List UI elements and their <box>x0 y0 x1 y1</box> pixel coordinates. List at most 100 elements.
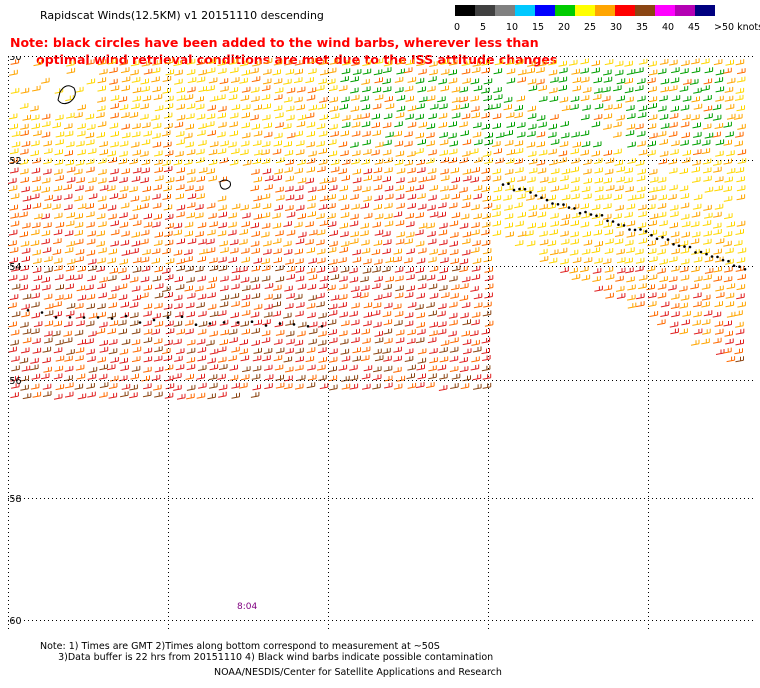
wind-barb <box>274 87 284 94</box>
wind-barb <box>108 383 118 389</box>
wind-barb <box>219 240 228 247</box>
wind-barb <box>448 69 457 76</box>
wind-barb <box>627 284 636 291</box>
wind-barb <box>329 240 338 247</box>
wind-barb <box>140 292 149 299</box>
wind-barb <box>471 167 480 173</box>
wind-barb <box>107 58 117 65</box>
wind-barb <box>183 132 193 139</box>
wind-barb <box>163 141 172 148</box>
wind-barb <box>603 113 613 120</box>
wind-barb <box>329 230 338 237</box>
wind-barb <box>459 86 468 93</box>
wind-barb <box>241 69 250 76</box>
wind-barb <box>647 301 657 307</box>
wind-barb <box>44 310 54 317</box>
wind-barb <box>361 247 371 254</box>
wind-barb <box>428 149 437 156</box>
wind-barb <box>263 58 273 65</box>
quality-flag-dot <box>292 323 296 326</box>
wind-barb <box>66 176 76 183</box>
quality-flag-dot <box>152 318 156 322</box>
wind-barb <box>275 276 285 283</box>
wind-barb <box>173 249 183 256</box>
wind-barb <box>282 123 292 130</box>
wind-barb <box>514 202 523 209</box>
wind-barb <box>482 213 491 220</box>
wind-barb <box>526 240 536 247</box>
wind-barb <box>326 78 336 85</box>
wind-barb <box>30 357 39 364</box>
wind-barb <box>737 274 746 281</box>
wind-barb <box>679 185 689 192</box>
wind-barb <box>394 140 404 147</box>
wind-barb <box>209 141 219 148</box>
wind-barb <box>110 357 119 363</box>
wind-barb <box>451 193 460 200</box>
wind-barb <box>517 76 526 83</box>
wind-barb <box>360 276 369 283</box>
wind-barb <box>660 301 670 308</box>
wind-barb <box>570 238 579 245</box>
wind-barb <box>624 257 633 264</box>
wind-barb <box>108 348 118 355</box>
wind-barb <box>318 356 327 363</box>
wind-barb <box>429 211 439 218</box>
wind-barbs-layer <box>8 58 747 400</box>
wind-barb <box>735 87 745 94</box>
wind-barb <box>527 113 537 120</box>
wind-barb <box>514 158 523 165</box>
wind-barb <box>736 257 746 264</box>
scale-label: 45 <box>688 22 701 33</box>
wind-barb <box>338 85 348 92</box>
wind-barb <box>76 130 86 137</box>
wind-barb <box>8 346 17 353</box>
wind-barb <box>527 60 536 67</box>
wind-barb <box>21 222 31 229</box>
wind-barb <box>374 213 384 220</box>
wind-barb <box>372 87 382 94</box>
wind-barb <box>308 321 318 328</box>
wind-barb <box>228 212 237 219</box>
wind-barb <box>437 310 446 317</box>
wind-barb <box>308 274 318 281</box>
wind-barb <box>471 274 481 281</box>
wind-barb <box>318 204 328 210</box>
wind-barb <box>712 131 721 138</box>
wind-barb <box>462 77 471 84</box>
wind-barb <box>96 105 106 112</box>
wind-barb <box>417 203 427 210</box>
wind-barb <box>459 96 468 103</box>
wind-barb <box>197 222 207 229</box>
wind-barb <box>372 103 382 110</box>
wind-barb <box>253 149 263 156</box>
wind-barb <box>229 337 238 344</box>
wind-barb <box>657 248 666 255</box>
wind-barb <box>75 256 84 263</box>
wind-barb <box>53 212 63 219</box>
wind-barb <box>726 168 736 174</box>
wind-barb <box>571 212 581 219</box>
wind-barb <box>393 256 402 263</box>
wind-barb <box>121 123 130 130</box>
wind-barb <box>415 77 425 84</box>
wind-barb <box>85 113 95 120</box>
lat-label: -58 <box>8 494 22 505</box>
wind-barb <box>417 193 426 200</box>
wind-barb <box>130 69 139 76</box>
wind-barb <box>572 85 581 92</box>
wind-barb <box>75 185 84 192</box>
wind-barb <box>283 356 293 363</box>
wind-barb <box>536 115 546 121</box>
wind-barb <box>668 256 678 263</box>
wind-barb <box>703 274 712 281</box>
wind-barb <box>462 348 472 355</box>
wind-barb <box>538 121 547 128</box>
wind-barb <box>306 347 316 354</box>
footer-notes: Note: 1) Times are GMT 2)Times along bot… <box>40 641 493 663</box>
wind-barb <box>319 195 329 202</box>
wind-barb <box>349 383 359 390</box>
wind-barb <box>350 286 360 292</box>
wind-barb <box>11 365 20 372</box>
wind-barb <box>285 330 295 337</box>
